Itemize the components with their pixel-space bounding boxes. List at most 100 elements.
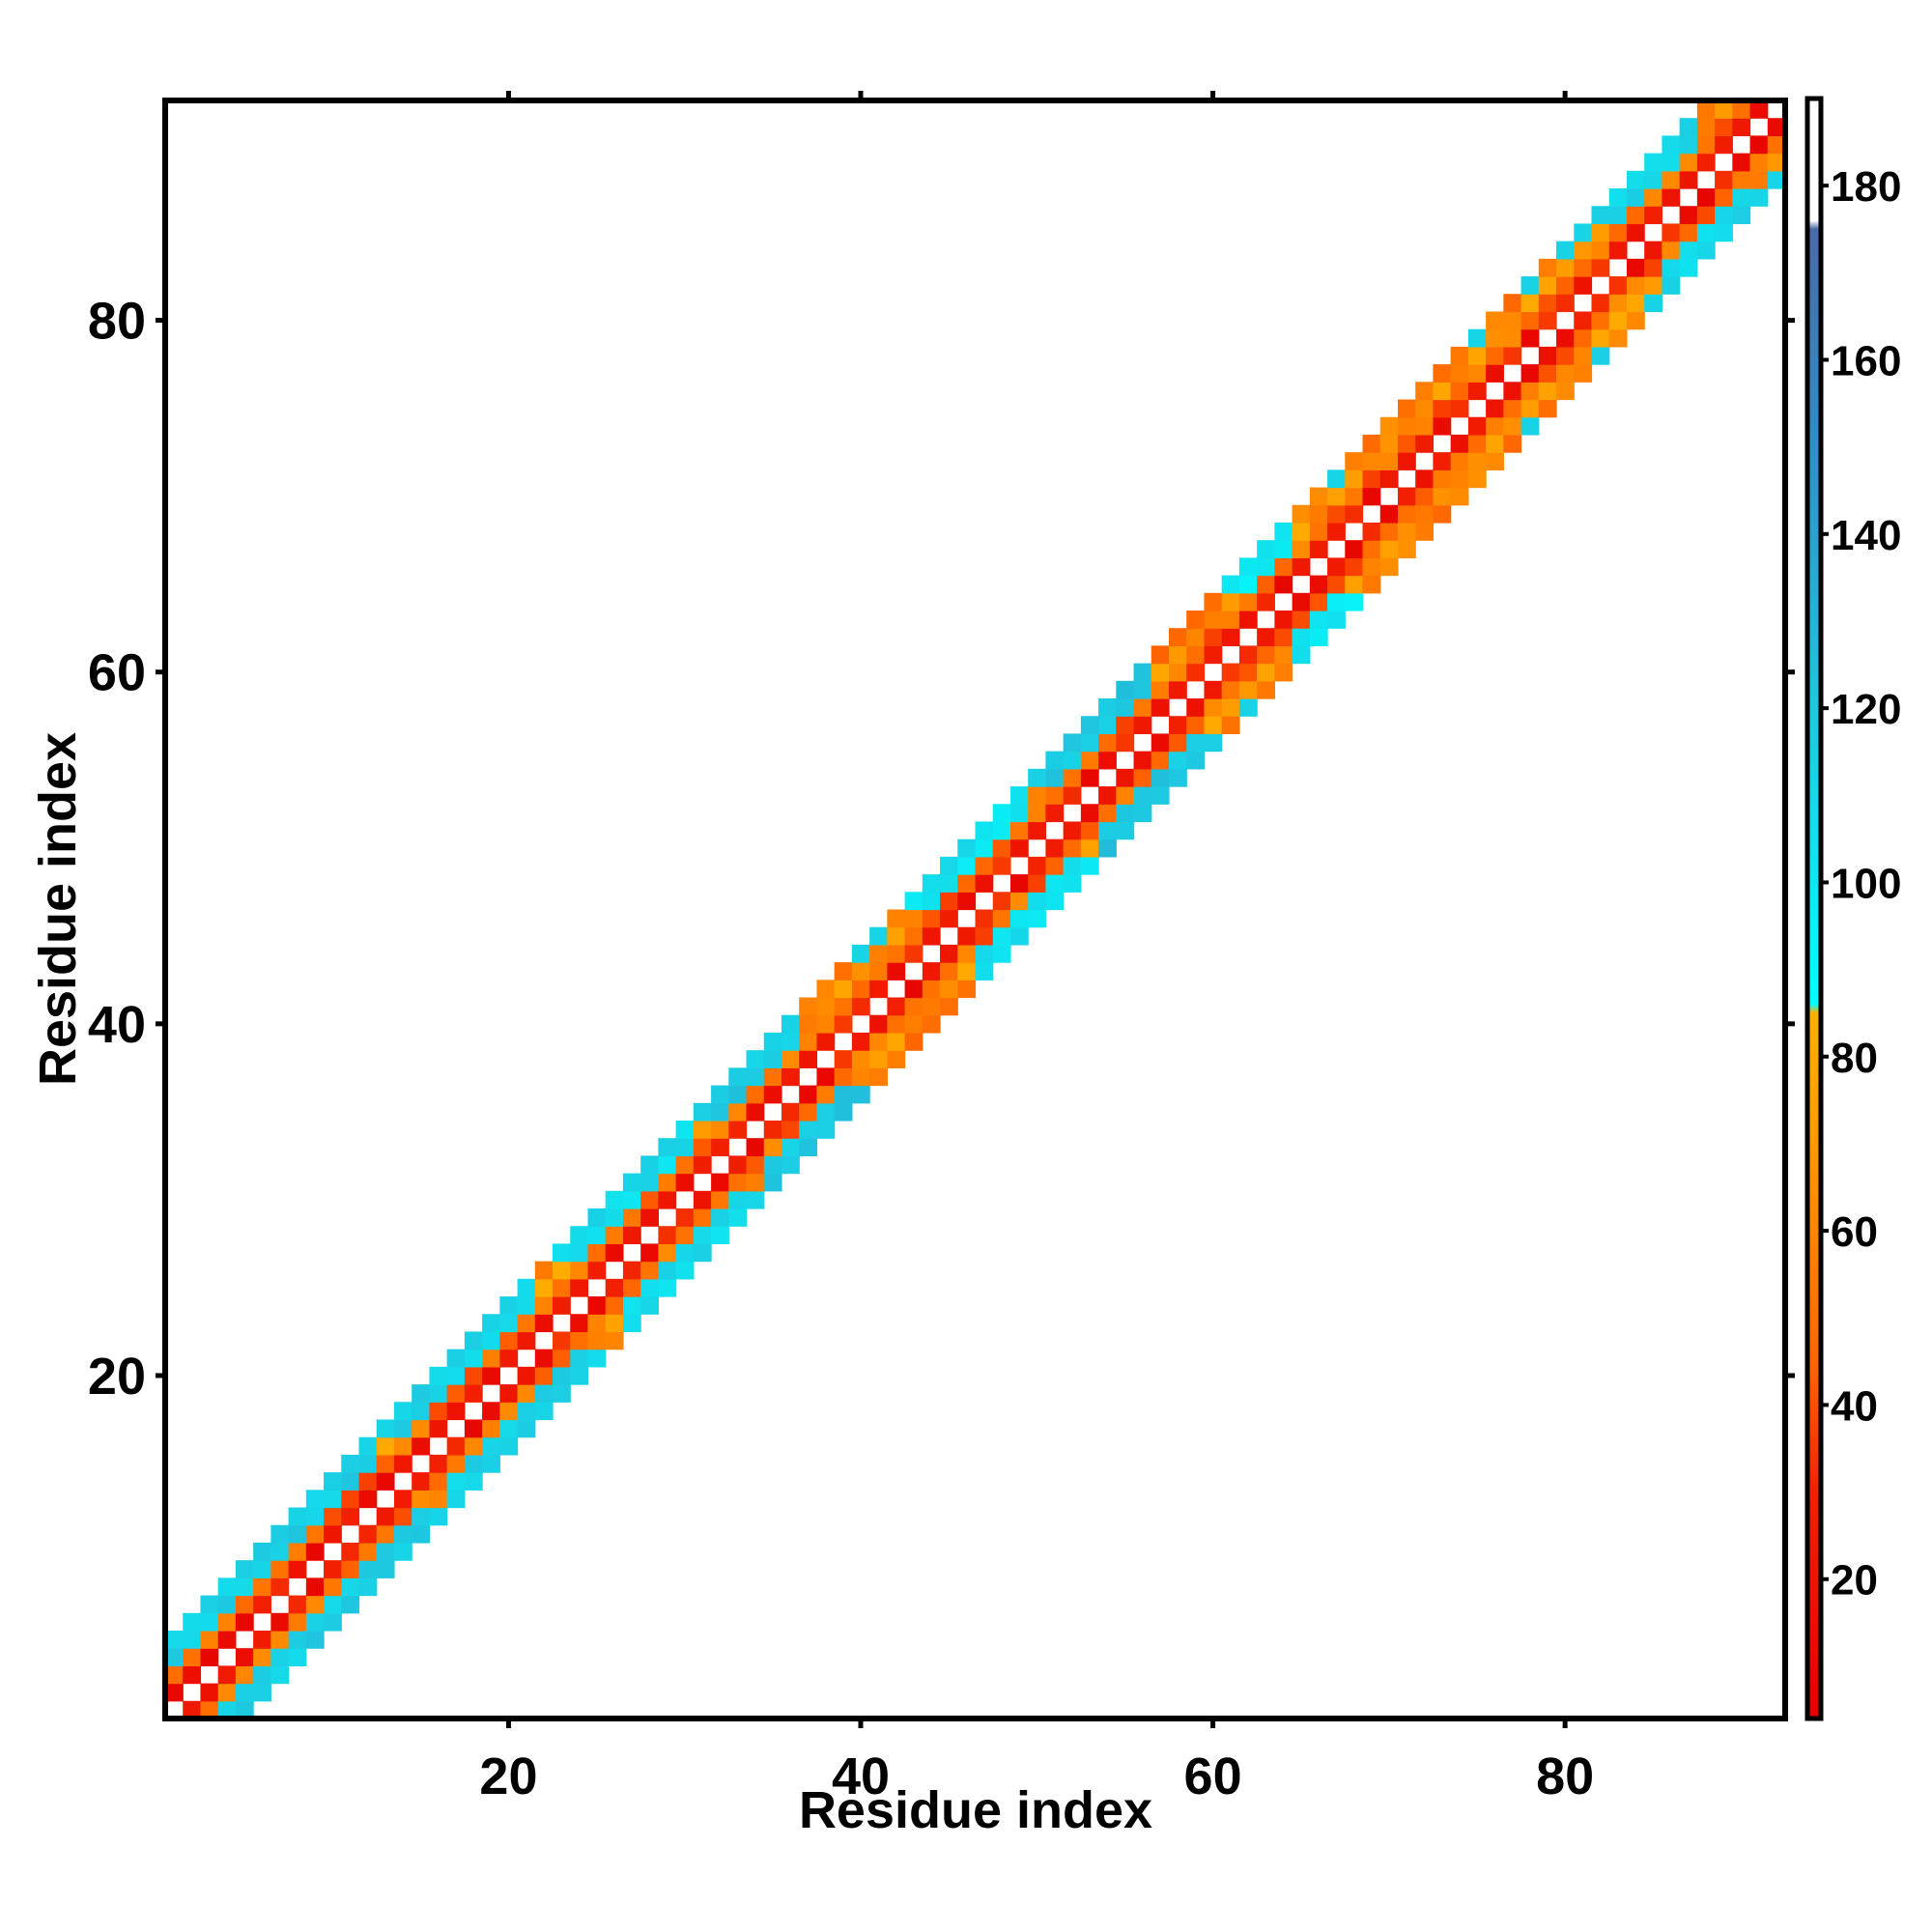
heatmap-cell [1009,804,1029,823]
heatmap-cell [622,1208,641,1227]
heatmap-cell [288,1648,307,1666]
heatmap-cell [992,821,1011,840]
heatmap-cell [1433,452,1452,470]
heatmap-cell [341,1507,360,1526]
heatmap-cell [1467,346,1487,365]
heatmap-cell [1467,416,1487,436]
heatmap-cell [1151,751,1170,770]
heatmap-cell [1221,680,1240,699]
heatmap-cell [781,1032,800,1051]
heatmap-cell [1169,716,1187,735]
heatmap-cell [587,1349,607,1368]
heatmap-cell [1749,153,1769,172]
heatmap-cell [1274,557,1293,577]
heatmap-cell [728,1208,748,1227]
heatmap-cell [1433,399,1452,418]
heatmap-cell [1486,346,1504,365]
heatmap-cell [324,1560,342,1578]
heatmap-cell [429,1384,448,1403]
heatmap-cell [553,1349,571,1368]
heatmap-cell [887,926,906,946]
heatmap-cell [1028,804,1047,823]
heatmap-cell [553,1243,571,1263]
heatmap-cell [341,1577,360,1597]
heatmap-cell [1591,346,1610,365]
heatmap-cell [940,997,958,1016]
heatmap-cell [1486,311,1504,330]
heatmap-cell [834,1014,853,1034]
heatmap-cell [1644,258,1662,277]
x-tick-label: 80 [1536,1747,1594,1805]
heatmap-cell [992,892,1011,911]
heatmap-cell [1696,135,1716,155]
y-tick-label: 20 [88,1348,146,1406]
heatmap-cell [1257,628,1275,647]
heatmap-cell [1345,592,1364,611]
heatmap-cell [940,962,958,980]
heatmap-cell [622,1278,641,1297]
heatmap-cell [1098,838,1117,858]
heatmap-cell [499,1384,519,1403]
heatmap-cell [904,892,923,911]
heatmap-cell [517,1278,536,1297]
heatmap-cell [887,1032,906,1051]
heatmap-cell [1063,786,1082,805]
heatmap-cell [217,1683,237,1702]
heatmap-cell [763,1085,782,1104]
heatmap-cell [1644,170,1662,189]
heatmap-cell [1696,100,1716,119]
heatmap-cell [1169,733,1187,753]
heatmap-cell [1732,206,1751,225]
heatmap-cell [1080,821,1099,840]
heatmap-cell [305,1577,325,1597]
heatmap-cell [869,962,888,980]
heatmap-cell [1715,100,1733,119]
heatmap-cell [1186,663,1206,682]
heatmap-cell [1397,399,1416,418]
heatmap-cell [1574,328,1593,348]
heatmap-cell [1626,206,1645,225]
heatmap-cell [781,1120,800,1139]
heatmap-cell [1379,540,1399,558]
heatmap-cell [1520,328,1540,348]
heatmap-cell [1169,628,1187,647]
heatmap-cell [446,1454,466,1473]
heatmap-cell [922,962,941,980]
heatmap-cell [658,1155,677,1175]
heatmap-cell [288,1595,307,1614]
heatmap-cell [235,1560,254,1578]
heatmap-cell [464,1419,483,1438]
colorbar-tick-label: 180 [1831,163,1901,211]
heatmap-cell [816,1102,836,1122]
heatmap-cell [429,1472,448,1491]
heatmap-cell [834,1050,853,1068]
heatmap-cell [446,1384,466,1403]
heatmap-cell [1397,540,1416,558]
heatmap-cell [305,1542,325,1561]
heatmap-cell [799,1032,818,1051]
heatmap-cell [1574,223,1593,242]
heatmap-cell [887,962,906,980]
heatmap-cell [393,1436,412,1456]
heatmap-cell [746,1190,765,1209]
heatmap-cell [658,1190,677,1209]
x-tick-label: 60 [1184,1747,1242,1805]
heatmap-cell [1116,733,1135,753]
heatmap-cell [200,1683,219,1702]
heatmap-cell [1362,522,1381,541]
heatmap-cell [992,909,1011,928]
heatmap-cell [1644,188,1662,207]
heatmap-cell [1345,487,1364,506]
heatmap-cell [922,892,941,911]
heatmap-cell [1608,241,1628,260]
heatmap-cell [1397,522,1416,541]
heatmap-cell [429,1419,448,1438]
heatmap-cell [1133,804,1152,823]
heatmap-cell [517,1384,536,1403]
heatmap-cell [1591,206,1610,225]
heatmap-cell [446,1490,466,1509]
heatmap-cell [693,1138,712,1156]
heatmap-cell [570,1314,589,1333]
heatmap-cell [1345,557,1364,577]
heatmap-cell [975,838,994,858]
